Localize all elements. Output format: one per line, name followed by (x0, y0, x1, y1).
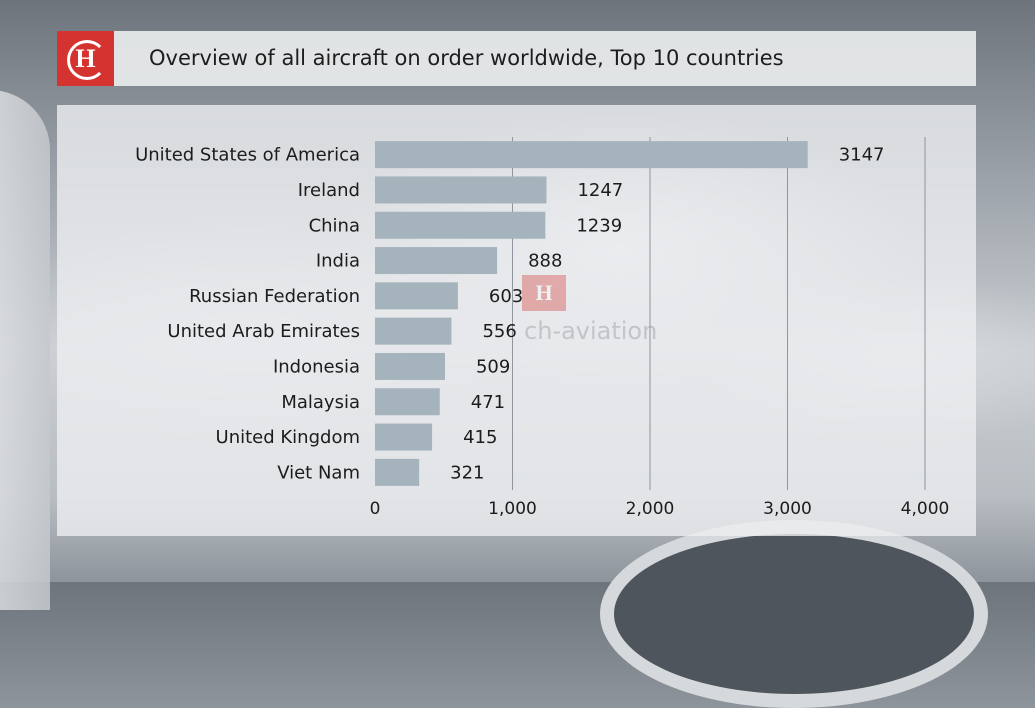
background-aircraft-fuselage (0, 90, 50, 610)
bar (375, 282, 458, 310)
value-label: 603 (489, 286, 523, 307)
bar (375, 352, 445, 380)
bar (375, 141, 808, 169)
category-label: China (309, 215, 360, 236)
bar (375, 176, 547, 204)
category-label: Malaysia (281, 392, 360, 413)
x-tick-label: 3,000 (763, 499, 812, 519)
x-tick-label: 4,000 (901, 499, 950, 519)
x-tick-label: 2,000 (626, 499, 675, 519)
x-tick-label: 1,000 (488, 499, 537, 519)
category-label: United Kingdom (216, 427, 360, 448)
value-label: 415 (463, 427, 497, 448)
background-aircraft-engine (600, 520, 988, 708)
logo-letter: H (75, 44, 96, 73)
bar (375, 388, 440, 416)
chart-panel: United States of America 3147 Ireland 1247 C… (57, 105, 976, 536)
value-label: 556 (482, 321, 516, 342)
category-label: Indonesia (273, 356, 360, 377)
value-label: 321 (450, 462, 484, 483)
ch-aviation-logo-icon: H (57, 31, 114, 86)
category-label: India (316, 251, 360, 272)
bar (375, 423, 433, 451)
value-label: 509 (476, 356, 510, 377)
bar (375, 247, 498, 275)
value-label: 1239 (576, 215, 622, 236)
header-bar: H Overview of all aircraft on order worl… (57, 31, 976, 86)
page-title: Overview of all aircraft on order worldw… (149, 46, 784, 70)
bar (375, 317, 452, 345)
category-label: Ireland (298, 180, 360, 201)
value-label: 888 (528, 251, 562, 272)
value-label: 3147 (839, 145, 885, 166)
bar (375, 458, 420, 486)
category-label: United Arab Emirates (167, 321, 360, 342)
category-label: Viet Nam (277, 462, 360, 483)
bar-chart: United States of America 3147 Ireland 1247 C… (135, 137, 950, 519)
value-label: 471 (471, 392, 505, 413)
bar (375, 211, 546, 239)
category-label: United States of America (135, 145, 360, 166)
x-tick-label: 0 (370, 499, 381, 519)
category-label: Russian Federation (189, 286, 360, 307)
value-label: 1247 (577, 180, 623, 201)
logo-ring (67, 40, 107, 80)
